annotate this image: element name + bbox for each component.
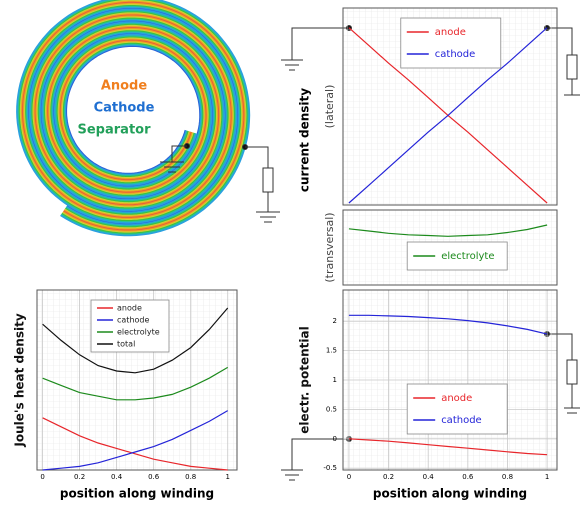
x-tick-label: 0.2	[383, 473, 394, 481]
y-axis-label: (transversal)	[323, 212, 336, 282]
y-tick-label: 1.5	[326, 347, 337, 355]
figure: Anode Cathode Separator anode cathode (lat…	[0, 0, 581, 510]
legend-label: anode	[435, 27, 466, 38]
y-tick-label: 2	[333, 317, 337, 325]
separator-label: Separator	[78, 123, 152, 138]
x-axis-label: position along winding	[373, 487, 527, 501]
y-axis-label: Joule's heat density	[13, 313, 27, 447]
anode-label: Anode	[101, 79, 148, 94]
x-tick-label: 0.8	[502, 473, 513, 481]
x-tick-label: 0	[347, 473, 351, 481]
x-tick-label: 0.4	[423, 473, 435, 481]
legend-box	[401, 18, 501, 68]
x-axis-label: position along winding	[60, 487, 214, 501]
legend-label: total	[117, 340, 135, 349]
y-tick-label: 0	[333, 435, 337, 443]
y-tick-label: 1	[333, 376, 337, 384]
x-tick-label: 1	[545, 473, 549, 481]
x-tick-label: 0.8	[185, 473, 196, 481]
y-axis-label: electr. potential	[298, 326, 312, 434]
legend-label: cathode	[435, 49, 476, 60]
x-tick-label: 0.6	[462, 473, 474, 481]
x-tick-label: 1	[226, 473, 230, 481]
y-tick-label: -0.5	[323, 464, 337, 472]
legend-box	[407, 384, 507, 434]
legend-label: anode	[117, 304, 142, 313]
group-y-axis-label: current density	[298, 88, 312, 192]
x-tick-label: 0.2	[74, 473, 85, 481]
legend-label: electrolyte	[117, 328, 160, 337]
legend-label: cathode	[117, 316, 149, 325]
legend-label: electrolyte	[441, 251, 494, 262]
legend-label: cathode	[441, 415, 482, 426]
x-tick-label: 0	[40, 473, 44, 481]
cathode-label: Cathode	[94, 101, 155, 116]
x-tick-label: 0.4	[111, 473, 123, 481]
legend-label: anode	[441, 393, 472, 404]
y-axis-label: (lateral)	[323, 85, 336, 129]
y-tick-label: 0.5	[326, 405, 337, 413]
spiral	[17, 0, 250, 235]
x-tick-label: 0.6	[148, 473, 160, 481]
